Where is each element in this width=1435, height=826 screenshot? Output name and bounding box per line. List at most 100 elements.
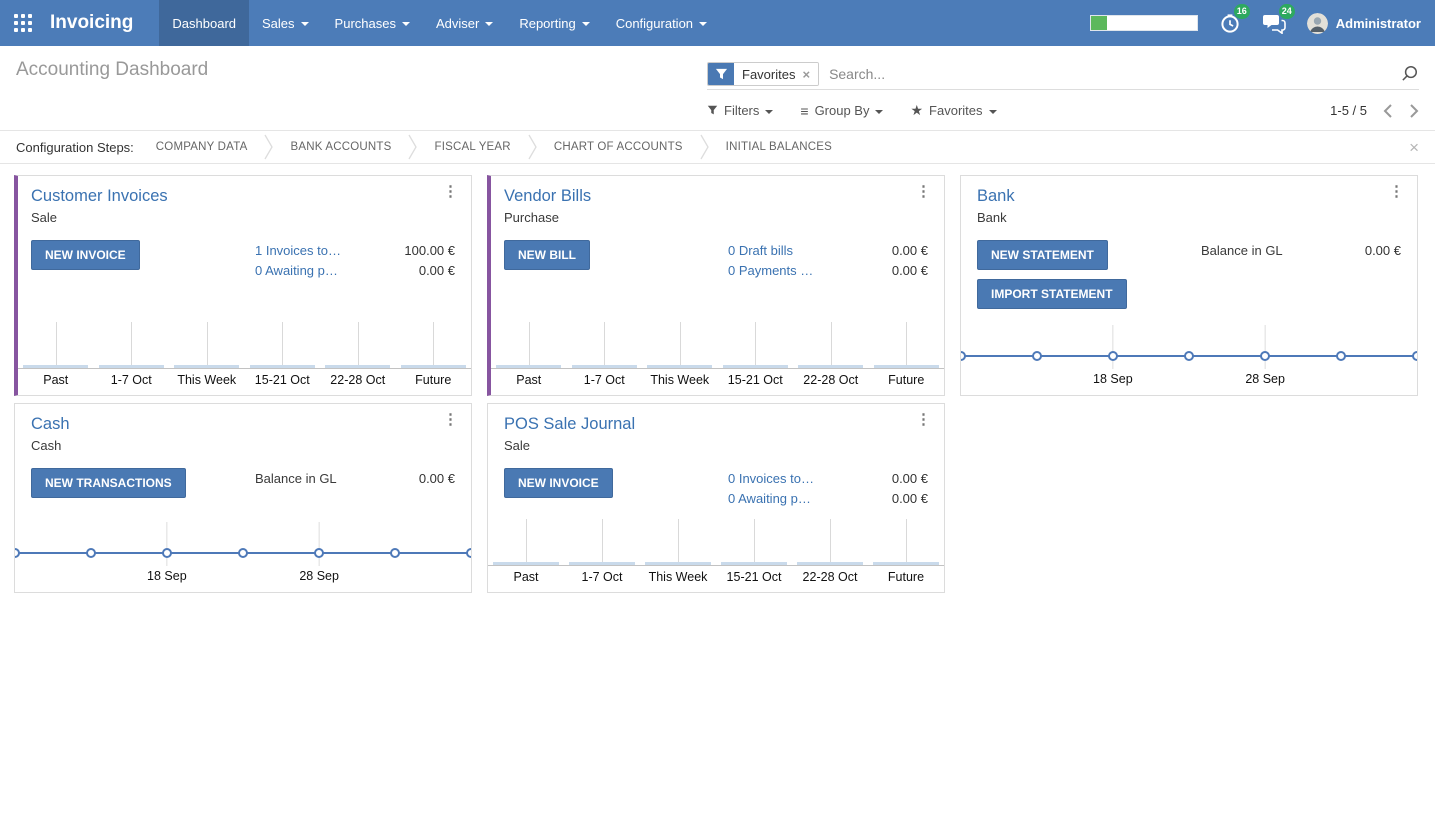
chevron-down-icon [581,22,590,26]
config-step-bank-accounts[interactable]: BANK ACCOUNTS [290,141,392,153]
stat-amount: 100.00 € [404,243,455,258]
card-title[interactable]: Customer Invoices [31,187,168,205]
bar [18,322,94,368]
activity-badge: 16 [1233,4,1250,19]
card-stats: Balance in GL 0.00 € [1201,240,1401,309]
chevron-down-icon [765,109,774,114]
group-by-button[interactable]: ≡ Group By [800,103,884,119]
activity-clock-icon[interactable]: 16 [1219,4,1250,34]
stat-link[interactable]: 0 Awaiting p… [255,263,338,278]
stat-link[interactable]: 0 Payments … [728,263,814,278]
axis-label: Past [513,570,539,584]
stat-label: Balance in GL [255,471,337,486]
x-axis-labels: 18 Sep 28 Sep [961,369,1417,395]
nav-item-reporting[interactable]: Reporting [506,0,602,46]
card-stats: 0 Draft bills 0.00 € 0 Payments … 0.00 € [728,240,928,278]
config-step-company-data[interactable]: COMPANY DATA [155,141,248,153]
step-chevron-icon [528,134,537,160]
kebab-menu-icon[interactable]: ⋮ [443,183,458,200]
chevron-down-icon [699,22,708,26]
bar [396,322,472,368]
stat-amount: 0.00 € [1364,243,1401,258]
stat-label: Balance in GL [1201,243,1283,258]
planner-progress-bar[interactable] [1089,15,1198,31]
new-invoice-button[interactable]: NEW INVOICE [504,468,613,498]
step-chevron-icon [264,134,274,160]
bar [491,322,567,368]
app-name[interactable]: Invoicing [50,12,134,33]
bar [94,322,170,368]
stat-row: 1 Invoices to… 100.00 € [255,243,455,258]
axis-label: 1-7 Oct [110,373,152,387]
data-point [86,548,96,558]
axis-label: This Week [648,570,708,584]
main-nav: Dashboard Sales Purchases Adviser Report… [159,0,720,46]
pager: 1-5 / 5 [1330,103,1419,118]
new-transactions-button[interactable]: NEW TRANSACTIONS [31,468,186,498]
config-step-fiscal-year[interactable]: FISCAL YEAR [434,141,511,153]
nav-item-configuration[interactable]: Configuration [603,0,720,46]
kebab-menu-icon[interactable]: ⋮ [916,183,931,200]
stat-link[interactable]: 1 Invoices to… [255,243,341,258]
data-point [162,548,172,558]
stat-link[interactable]: 0 Draft bills [728,243,794,258]
group-by-label: Group By [814,103,870,118]
bar [567,322,643,368]
card-cash: Cash Cash ⋮ NEW TRANSACTIONS Balance in … [14,403,472,593]
nav-item-adviser[interactable]: Adviser [423,0,506,46]
stat-amount: 0.00 € [891,491,928,506]
search-bar: Favorites × [707,59,1419,90]
x-axis-labels: 18 Sep 28 Sep [15,566,471,592]
new-statement-button[interactable]: NEW STATEMENT [977,240,1108,270]
favorites-button[interactable]: ★ Favorites [910,102,997,119]
data-point [1108,351,1118,361]
apps-grid-icon[interactable] [14,14,32,32]
dismiss-close-icon[interactable]: × [1409,137,1419,157]
kebab-menu-icon[interactable]: ⋮ [916,411,931,428]
user-menu[interactable]: Administrator [1306,12,1421,34]
data-point [466,548,471,558]
axis-label: 15-21 Oct [726,570,782,584]
new-bill-button[interactable]: NEW BILL [504,240,590,270]
bar [169,322,245,368]
facet-remove-icon[interactable]: × [802,66,811,82]
card-stats: 1 Invoices to… 100.00 € 0 Awaiting p… 0.… [255,240,455,278]
card-title[interactable]: POS Sale Journal [504,415,636,433]
x-axis-labels: Past 1-7 Oct This Week 15-21 Oct 22-28 Oct Fu… [18,368,471,395]
configuration-steps-bar: Configuration Steps: COMPANY DATA BANK A… [0,130,1435,164]
import-statement-button[interactable]: IMPORT STATEMENT [977,279,1127,309]
bar [640,519,716,565]
search-icon[interactable] [1400,64,1419,85]
nav-item-dashboard[interactable]: Dashboard [159,0,250,46]
nav-item-sales[interactable]: Sales [249,0,322,46]
card-title[interactable]: Bank [977,187,1015,205]
step-chevron-icon [408,134,418,160]
pager-next-icon[interactable] [1409,103,1419,118]
chevron-down-icon [401,22,410,26]
stat-link[interactable]: 0 Invoices to… [728,471,814,486]
filters-button[interactable]: Filters [707,103,774,118]
axis-label: 22-28 Oct [803,373,859,387]
axis-label: 1-7 Oct [581,570,623,584]
control-panel: Accounting Dashboard Favorites × [0,46,1435,130]
card-stats: 0 Invoices to… 0.00 € 0 Awaiting p… 0.00… [728,468,928,506]
new-invoice-button[interactable]: NEW INVOICE [31,240,140,270]
kebab-menu-icon[interactable]: ⋮ [443,411,458,428]
nav-item-purchases[interactable]: Purchases [322,0,423,46]
config-step-initial-balances[interactable]: INITIAL BALANCES [725,141,832,153]
search-input[interactable] [819,66,1400,82]
bar [488,519,564,565]
stat-link[interactable]: 0 Awaiting p… [728,491,811,506]
pager-prev-icon[interactable] [1383,103,1393,118]
card-vendor-bills: Vendor Bills Purchase ⋮ NEW BILL 0 Draft… [487,175,945,396]
axis-label: Future [888,373,925,387]
nav-item-label: Dashboard [172,15,237,31]
messages-chat-icon[interactable]: 24 [1262,4,1295,34]
nav-item-label: Purchases [334,15,396,31]
config-step-chart-of-accounts[interactable]: CHART OF ACCOUNTS [553,141,683,153]
card-title[interactable]: Vendor Bills [504,187,592,205]
card-title[interactable]: Cash [31,415,70,433]
kebab-menu-icon[interactable]: ⋮ [1389,183,1404,200]
filter-icon [707,105,718,115]
data-point [1184,351,1194,361]
